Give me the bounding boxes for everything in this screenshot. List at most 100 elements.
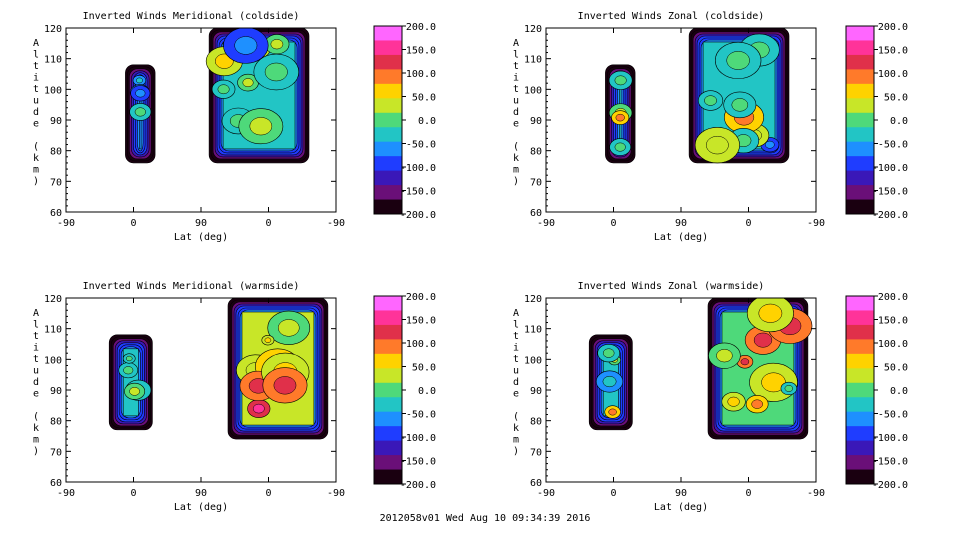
- colorbar-swatch: [846, 455, 874, 471]
- data-region: [108, 334, 153, 431]
- colorbar-swatch: [846, 310, 874, 326]
- colorbar-swatch: [374, 339, 402, 355]
- colorbar-tick-label: -100.0: [872, 163, 908, 174]
- plot-area: [125, 28, 310, 164]
- colorbar-swatch: [374, 170, 402, 186]
- colorbar-swatch: [374, 69, 402, 85]
- contour-blob: [614, 75, 627, 86]
- contour-blob: [761, 372, 786, 393]
- colorbar-tick-label: 100.0: [878, 339, 908, 350]
- colorbar-swatch: [846, 40, 874, 56]
- x-tick-label: 90: [675, 218, 687, 229]
- y-tick-label: 60: [50, 478, 62, 489]
- colorbar-tick-label: -200.0: [872, 210, 908, 221]
- y-tick-label: 100: [44, 355, 62, 366]
- y-tick-label: 120: [524, 24, 542, 35]
- colorbar-swatch: [846, 296, 874, 311]
- x-tick-label: -90: [327, 488, 345, 499]
- y-tick-label: 100: [524, 355, 542, 366]
- colorbar-tick-label: 100.0: [406, 339, 436, 350]
- contour-blob: [740, 358, 750, 366]
- colorbar-tick-label: 150.0: [878, 316, 908, 327]
- colorbar-swatch: [374, 54, 402, 70]
- colorbar-tick-label: -150.0: [400, 457, 436, 468]
- contour-blob: [602, 375, 617, 388]
- plot-area: [108, 298, 329, 440]
- x-tick-label: -90: [57, 488, 75, 499]
- x-tick-label: 0: [265, 488, 271, 499]
- colorbar-tick-label: -100.0: [400, 163, 436, 174]
- y-tick-label: 80: [530, 147, 542, 158]
- x-axis-label: Lat (deg): [174, 502, 228, 513]
- colorbar-swatch: [374, 324, 402, 340]
- colorbar-tick-label: 200.0: [406, 292, 436, 303]
- y-tick-label: 80: [50, 147, 62, 158]
- colorbar: 200.0 150.0 100.0 50.0 0.0 -50.0 -100.0 -150.0 -…: [845, 292, 908, 491]
- contour-blob: [608, 408, 617, 416]
- colorbar-tick-label: 150.0: [878, 46, 908, 57]
- x-tick-label: 0: [745, 218, 751, 229]
- colorbar-tick-label: -200.0: [872, 480, 908, 491]
- contour-blob: [727, 396, 740, 407]
- colorbar-swatch: [374, 199, 402, 215]
- colorbar-tick-label: 0.0: [890, 116, 908, 127]
- colorbar-tick-label: -50.0: [406, 410, 436, 421]
- colorbar-swatch: [374, 426, 402, 442]
- colorbar-swatch: [846, 382, 874, 398]
- colorbar-tick-label: 200.0: [878, 22, 908, 33]
- colorbar-swatch: [374, 83, 402, 99]
- colorbar-swatch: [374, 368, 402, 384]
- contour-blob: [129, 387, 140, 396]
- colorbar: 200.0 150.0 100.0 50.0 0.0 -50.0 -100.0 -150.0 -…: [845, 22, 908, 221]
- data-region: [588, 334, 633, 431]
- colorbar-swatch: [846, 353, 874, 369]
- colorbar-tick-label: 50.0: [412, 363, 436, 374]
- x-tick-label: -90: [57, 218, 75, 229]
- contour-blob: [704, 95, 717, 106]
- x-tick-label: 90: [195, 488, 207, 499]
- colorbar-tick-label: -150.0: [400, 187, 436, 198]
- colorbar-tick-label: 100.0: [878, 69, 908, 80]
- colorbar-swatch: [374, 185, 402, 201]
- x-tick-label: 90: [195, 218, 207, 229]
- contour-blob: [784, 385, 794, 392]
- colorbar-swatch: [846, 199, 874, 215]
- x-tick-label: 90: [675, 488, 687, 499]
- colorbar-tick-label: 200.0: [406, 22, 436, 33]
- x-tick-label: 0: [610, 488, 616, 499]
- colorbar-tick-label: -50.0: [878, 140, 908, 151]
- colorbar-tick-label: -100.0: [400, 433, 436, 444]
- contour-blob: [135, 89, 146, 98]
- chart-title: Inverted Winds Zonal (coldside): [578, 11, 765, 22]
- y-tick-label: 60: [50, 208, 62, 219]
- colorbar-tick-label: 0.0: [418, 386, 436, 397]
- colorbar-tick-label: 100.0: [406, 69, 436, 80]
- contour-blob: [753, 332, 773, 348]
- colorbar-swatch: [846, 26, 874, 41]
- colorbar-swatch: [374, 98, 402, 114]
- y-tick-label: 120: [44, 294, 62, 305]
- x-tick-label: -90: [327, 218, 345, 229]
- plot-area: [588, 298, 813, 440]
- x-axis-label: Lat (deg): [654, 232, 708, 243]
- colorbar-swatch: [374, 469, 402, 485]
- colorbar-swatch: [846, 156, 874, 172]
- x-tick-label: 0: [130, 488, 136, 499]
- colorbar-swatch: [846, 185, 874, 201]
- x-tick-label: 0: [265, 218, 271, 229]
- colorbar-swatch: [374, 382, 402, 398]
- contour-blob: [217, 84, 230, 95]
- colorbar: 200.0 150.0 100.0 50.0 0.0 -50.0 -100.0 -150.0 -…: [373, 292, 436, 491]
- contour-blob: [716, 349, 733, 363]
- colorbar-tick-label: -150.0: [872, 457, 908, 468]
- colorbar-swatch: [846, 170, 874, 186]
- contour-blob: [277, 319, 300, 337]
- chart-panel-2: Inverted Winds Zonal (coldside) 60 70 80 90 1…: [513, 11, 908, 243]
- contour-blob: [134, 107, 146, 117]
- chart-title: Inverted Winds Zonal (warmside): [578, 281, 765, 292]
- x-tick-label: 0: [130, 218, 136, 229]
- chart-panel-4: Inverted Winds Zonal (warmside) 60 70 80 90 1…: [513, 281, 908, 513]
- data-region: [688, 28, 790, 164]
- colorbar-swatch: [374, 397, 402, 413]
